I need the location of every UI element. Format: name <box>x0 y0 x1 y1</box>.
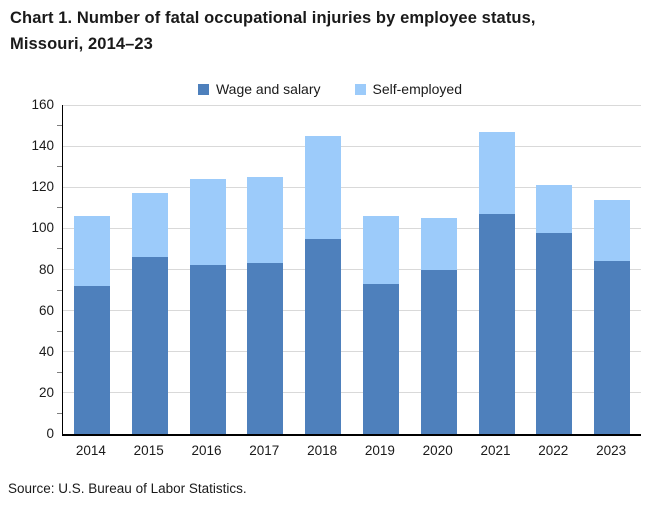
x-axis-label-2015: 2015 <box>133 443 164 458</box>
x-axis-label-2018: 2018 <box>307 443 338 458</box>
bar-segment-wage-and-salary-2022 <box>536 231 573 434</box>
y-axis-label-120: 120 <box>31 179 54 195</box>
gridline-80 <box>63 269 641 270</box>
chart-title-line-2: Missouri, 2014–23 <box>10 35 153 53</box>
y-axis-label-20: 20 <box>38 384 54 400</box>
y-axis-label-0: 0 <box>46 426 54 441</box>
bar-segment-self-employed-2016 <box>189 179 226 266</box>
bar-segment-self-employed-2018 <box>305 135 342 239</box>
legend-item-self-employed: Self-employed <box>354 81 463 97</box>
bar-segment-self-employed-2021 <box>478 131 515 214</box>
legend-swatch-self-employed-icon <box>354 83 366 95</box>
y-minor-tick-10 <box>57 412 62 414</box>
legend-label-self-employed: Self-employed <box>372 81 463 97</box>
y-axis-label-60: 60 <box>38 302 54 318</box>
bar-segment-self-employed-2019 <box>362 216 399 284</box>
x-axis-label-2020: 2020 <box>422 443 453 458</box>
bar-segment-self-employed-2023 <box>594 199 631 262</box>
bar-segment-self-employed-2015 <box>131 193 168 258</box>
y-minor-tick-130 <box>57 166 62 168</box>
x-axis-label-2014: 2014 <box>75 443 106 458</box>
bar-segment-wage-and-salary-2015 <box>131 256 168 434</box>
chart-title: Chart 1. Number of fatal occupational in… <box>10 5 650 57</box>
bar-segment-self-employed-2014 <box>73 216 110 286</box>
bar-segment-self-employed-2020 <box>420 218 457 270</box>
x-axis-label-2023: 2023 <box>596 443 627 458</box>
chart-title-line-1: Chart 1. Number of fatal occupational in… <box>10 9 536 27</box>
bar-segment-wage-and-salary-2021 <box>478 212 515 434</box>
x-axis-label-2017: 2017 <box>249 443 280 458</box>
y-minor-tick-70 <box>57 289 62 291</box>
y-axis-label-160: 160 <box>31 97 54 112</box>
bar-segment-self-employed-2017 <box>247 176 284 264</box>
gridline-60 <box>63 310 641 312</box>
x-axis-label-2016: 2016 <box>191 443 222 458</box>
gridline-120 <box>63 186 641 188</box>
y-minor-tick-50 <box>57 330 62 332</box>
x-axis-label-2019: 2019 <box>364 443 395 458</box>
bar-segment-wage-and-salary-2018 <box>305 237 342 434</box>
bar-segment-wage-and-salary-2020 <box>420 268 457 434</box>
legend-swatch-wage-and-salary-icon <box>197 83 209 95</box>
y-axis-label-100: 100 <box>31 220 54 236</box>
gridline-140 <box>63 145 641 147</box>
bar-segment-wage-and-salary-2016 <box>189 264 226 434</box>
y-axis-label-80: 80 <box>38 261 54 277</box>
y-minor-tick-110 <box>57 207 62 209</box>
x-axis-label-2022: 2022 <box>538 443 569 458</box>
y-axis-label-140: 140 <box>31 138 54 154</box>
source-note: Source: U.S. Bureau of Labor Statistics. <box>8 481 247 496</box>
chart-legend: Wage and salary Self-employed <box>0 81 660 97</box>
bar-segment-wage-and-salary-2019 <box>362 282 399 434</box>
gridline-20 <box>63 392 641 394</box>
gridline-100 <box>63 227 641 229</box>
bar-segment-self-employed-2022 <box>536 185 573 233</box>
gridline-160 <box>63 104 641 106</box>
legend-item-wage-and-salary: Wage and salary <box>197 81 321 97</box>
y-minor-tick-150 <box>57 125 62 127</box>
y-axis-label-40: 40 <box>38 343 54 359</box>
bar-segment-wage-and-salary-2014 <box>73 284 110 434</box>
plot-area <box>57 104 641 436</box>
legend-label-wage-and-salary: Wage and salary <box>215 81 321 97</box>
bar-segment-wage-and-salary-2017 <box>247 262 284 434</box>
gridline-40 <box>63 351 641 353</box>
bar-segment-wage-and-salary-2023 <box>594 260 631 434</box>
y-minor-tick-30 <box>57 371 62 373</box>
y-minor-tick-90 <box>57 248 62 250</box>
x-axis-label-2021: 2021 <box>480 443 511 458</box>
